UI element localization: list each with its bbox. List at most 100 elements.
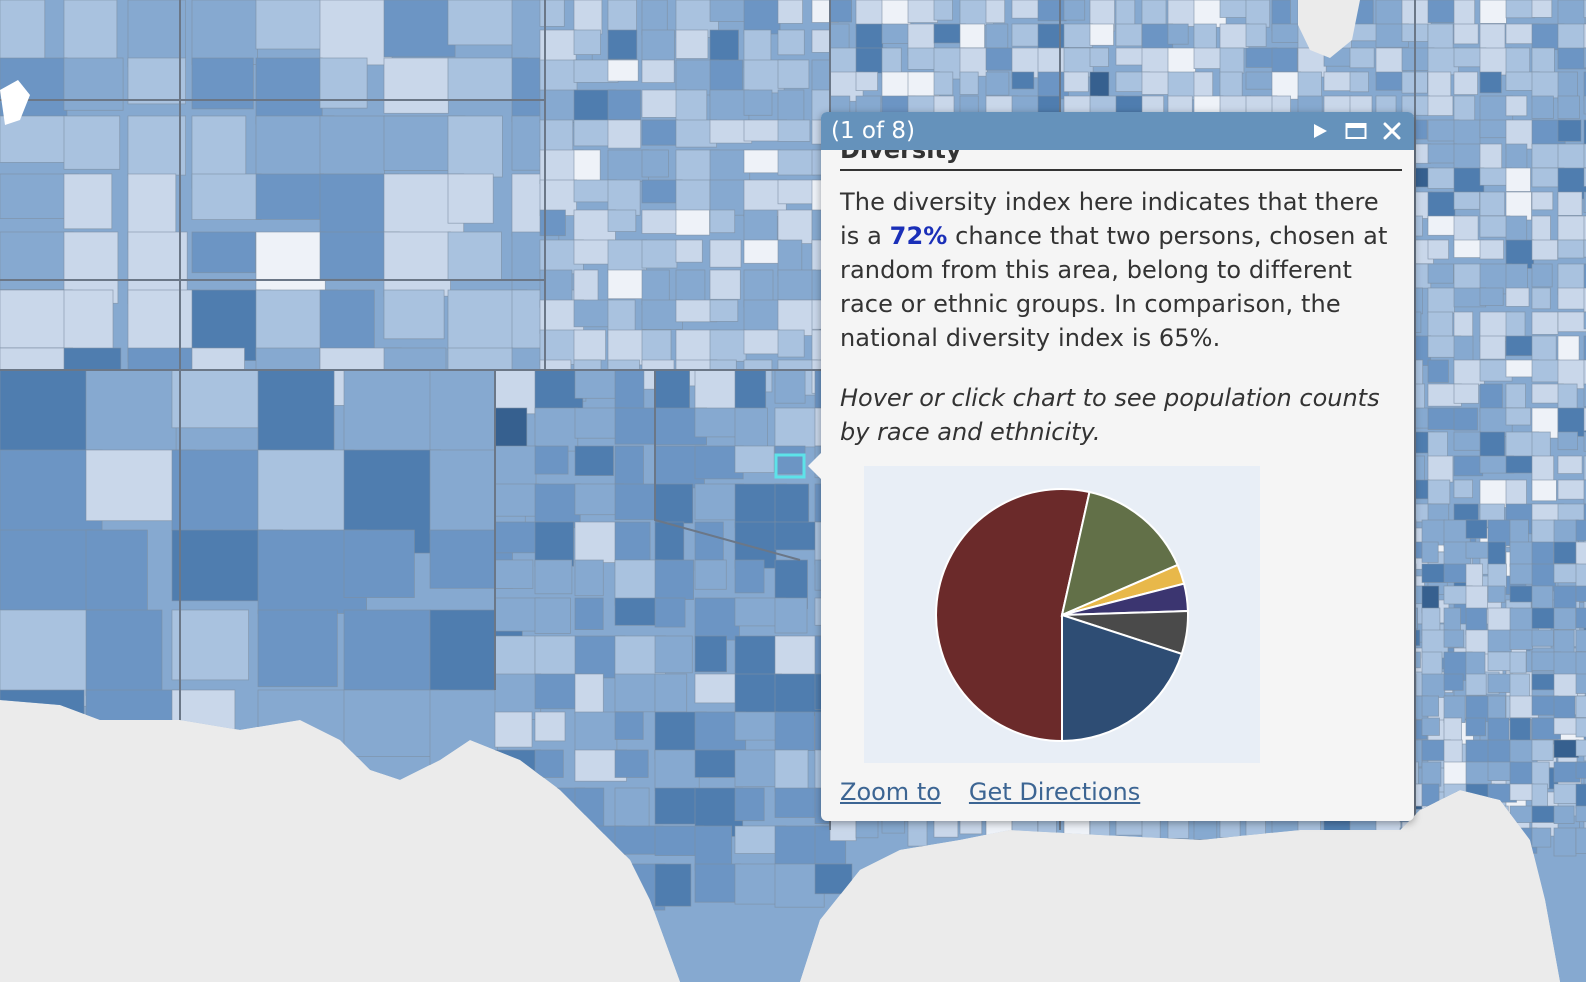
county[interactable] [1375, 0, 1406, 28]
county[interactable] [1557, 383, 1578, 412]
county[interactable] [1509, 761, 1534, 786]
maximize-button[interactable] [1342, 117, 1370, 145]
county[interactable] [1245, 23, 1267, 48]
county[interactable] [1575, 607, 1586, 629]
county[interactable] [573, 299, 613, 328]
county[interactable] [1487, 607, 1513, 632]
county[interactable] [1553, 805, 1575, 825]
county[interactable] [1465, 541, 1489, 559]
county[interactable] [614, 597, 660, 626]
county[interactable] [1583, 191, 1586, 214]
county[interactable] [539, 209, 566, 237]
county[interactable] [1141, 95, 1165, 114]
county[interactable] [774, 711, 815, 751]
county[interactable] [1479, 239, 1505, 260]
county[interactable] [1575, 519, 1586, 542]
county[interactable] [1219, 47, 1245, 74]
county[interactable] [191, 57, 254, 110]
county[interactable] [1575, 827, 1586, 854]
county[interactable] [675, 29, 709, 59]
get-directions-link[interactable]: Get Directions [968, 778, 1141, 806]
county[interactable] [1575, 739, 1586, 757]
county[interactable] [607, 89, 642, 121]
county[interactable] [829, 47, 861, 75]
county[interactable] [534, 749, 564, 778]
county[interactable] [709, 239, 742, 268]
county[interactable] [1505, 95, 1528, 117]
county[interactable] [855, 0, 886, 28]
county[interactable] [1553, 607, 1577, 630]
county[interactable] [1479, 143, 1503, 170]
county[interactable] [1531, 191, 1554, 211]
county[interactable] [127, 115, 186, 176]
county[interactable] [1479, 23, 1506, 53]
county[interactable] [1557, 47, 1586, 70]
county[interactable] [494, 597, 541, 632]
county[interactable] [1583, 215, 1586, 241]
county[interactable] [63, 115, 121, 170]
pie-slice-1[interactable] [935, 488, 1091, 743]
county[interactable] [127, 57, 186, 105]
county[interactable] [1167, 0, 1198, 27]
county[interactable] [709, 149, 751, 184]
county[interactable] [1583, 143, 1586, 174]
county[interactable] [1453, 119, 1481, 146]
county[interactable] [1421, 717, 1440, 736]
county[interactable] [63, 57, 124, 111]
county[interactable] [985, 47, 1014, 71]
county[interactable] [1583, 311, 1586, 330]
county[interactable] [1487, 519, 1514, 547]
county[interactable] [777, 59, 810, 89]
county[interactable] [734, 445, 775, 474]
county[interactable] [1531, 335, 1557, 364]
county[interactable] [694, 597, 740, 641]
county[interactable] [534, 711, 566, 742]
county[interactable] [933, 71, 954, 96]
county[interactable] [1427, 0, 1456, 24]
county[interactable] [1583, 335, 1586, 365]
county[interactable] [1575, 805, 1586, 823]
county[interactable] [1575, 563, 1586, 593]
county[interactable] [709, 299, 739, 322]
county[interactable] [1531, 239, 1559, 261]
county[interactable] [1443, 717, 1463, 743]
county[interactable] [539, 89, 578, 123]
county[interactable] [1509, 563, 1535, 585]
county[interactable] [774, 369, 806, 404]
county[interactable] [319, 115, 385, 175]
county[interactable] [1575, 541, 1586, 566]
county[interactable] [1167, 47, 1196, 75]
county[interactable] [1575, 673, 1586, 694]
county[interactable] [777, 0, 804, 24]
county[interactable] [614, 483, 657, 521]
county[interactable] [654, 787, 696, 825]
county[interactable] [774, 749, 809, 792]
county[interactable] [734, 635, 779, 679]
county[interactable] [1505, 383, 1526, 409]
county[interactable] [694, 407, 740, 438]
close-button[interactable] [1378, 117, 1406, 145]
county[interactable] [255, 57, 323, 125]
county[interactable] [1089, 23, 1115, 46]
county[interactable] [1349, 47, 1375, 69]
county[interactable] [777, 149, 815, 176]
county[interactable] [1553, 827, 1577, 857]
county[interactable] [1011, 71, 1035, 90]
county[interactable] [257, 609, 338, 688]
county[interactable] [1453, 455, 1484, 477]
county[interactable] [1583, 263, 1586, 294]
county[interactable] [1443, 629, 1465, 648]
county[interactable] [1553, 563, 1579, 584]
county[interactable] [1531, 805, 1556, 823]
county[interactable] [743, 209, 778, 246]
county[interactable] [574, 673, 604, 714]
county[interactable] [1421, 541, 1439, 563]
county[interactable] [734, 787, 765, 822]
county[interactable] [1557, 455, 1583, 475]
county[interactable] [654, 369, 690, 409]
county[interactable] [829, 0, 853, 23]
county[interactable] [607, 329, 647, 366]
county[interactable] [654, 521, 685, 562]
county[interactable] [1427, 239, 1450, 260]
county[interactable] [1531, 519, 1556, 546]
